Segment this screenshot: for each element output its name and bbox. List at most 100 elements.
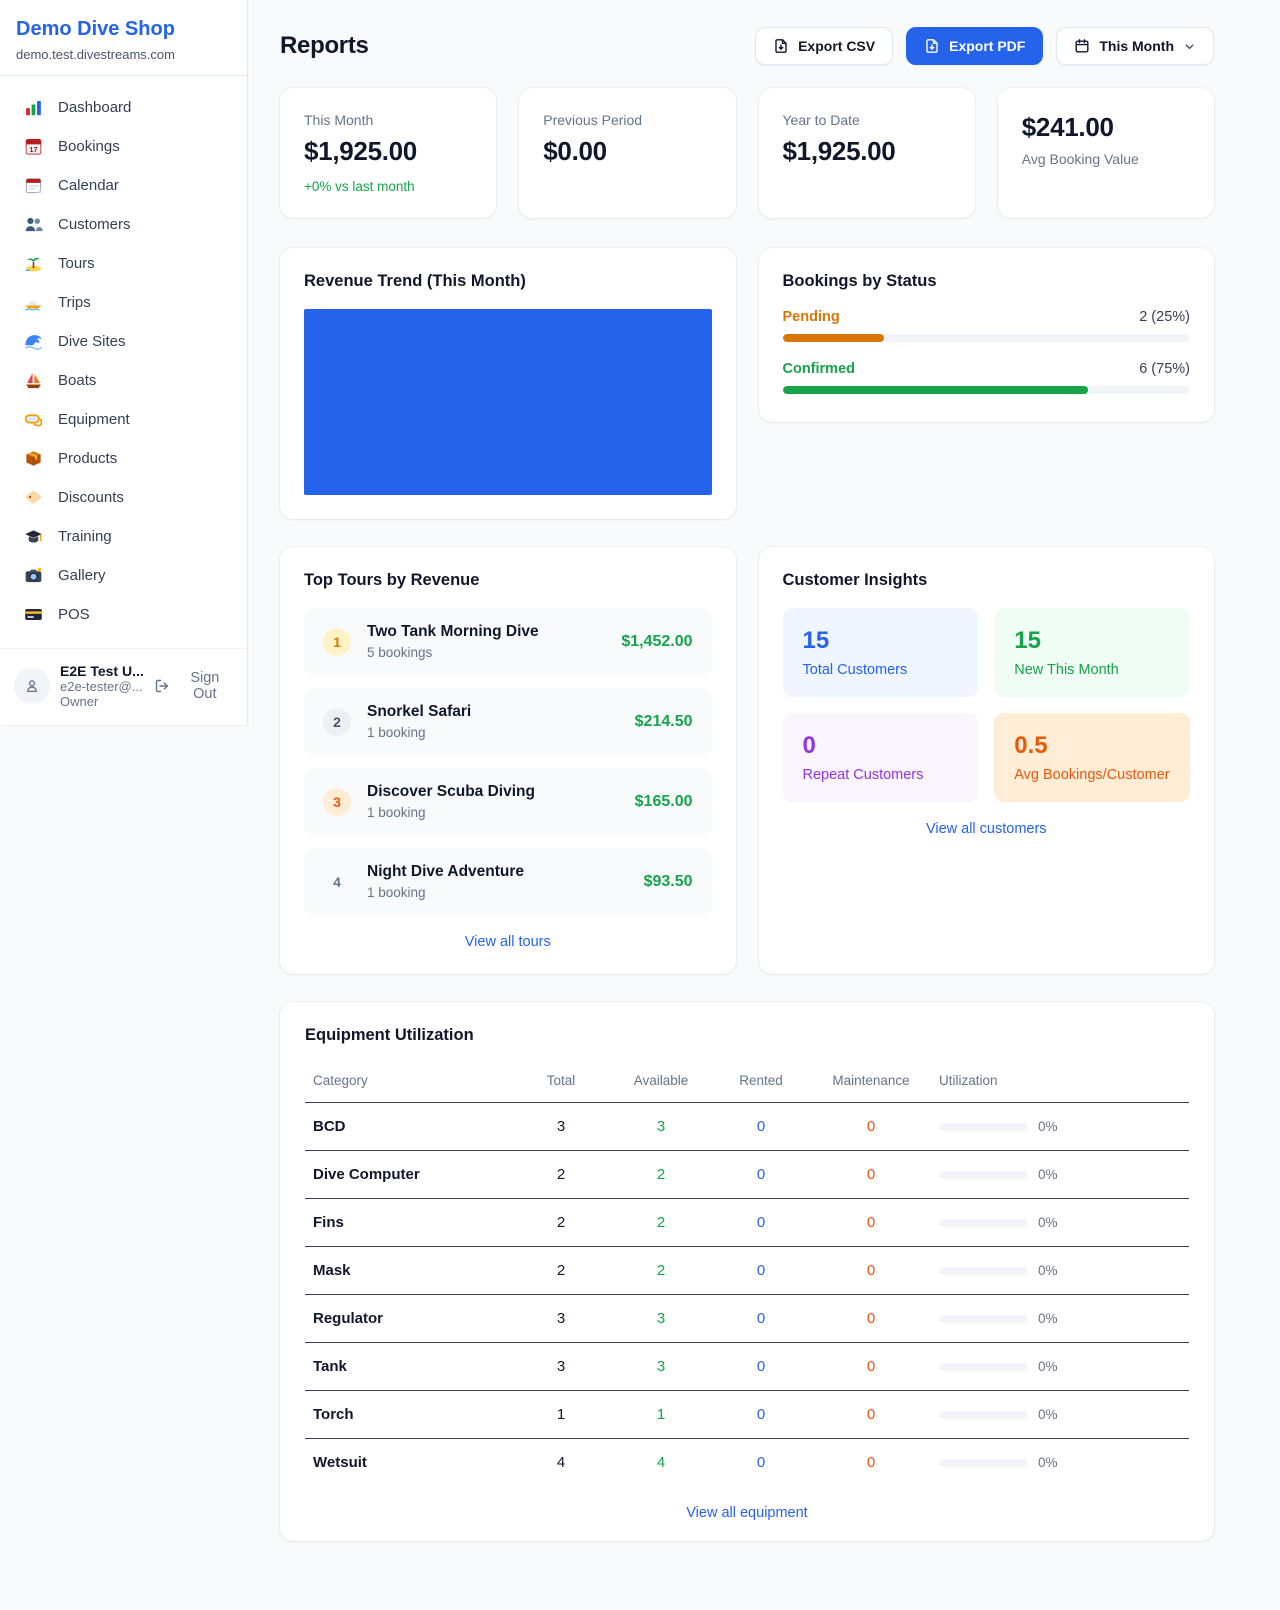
user-email: e2e-tester@... [60,679,143,694]
main-content: Reports Export CSV Export PDF This Month… [248,0,1280,1586]
tour-revenue: $165.00 [634,792,693,810]
tour-bookings: 1 booking [367,725,426,740]
package-icon [24,449,43,468]
insight-value: 15 [1014,627,1041,654]
sign-out-button[interactable]: Sign Out [154,670,233,702]
utilization-percent: 0% [1038,1359,1058,1374]
insight-avg-bookings: 0.5 Avg Bookings/Customer [994,713,1190,802]
equipment-utilization-card: Equipment Utilization Category Total Ava… [280,1002,1214,1541]
cell-available: 2 [611,1150,711,1199]
insight-value: 15 [802,627,830,654]
rank-badge: 1 [323,627,351,656]
bookings-by-status-card: Bookings by Status Pending 2 (25%) Confi… [758,248,1214,422]
insight-repeat-customers: 0 Repeat Customers [782,713,979,802]
cell-total: 2 [511,1150,611,1199]
sidebar-item-customers[interactable]: Customers [10,205,237,244]
user-info: E2E Test U... e2e-tester@... Owner [60,663,144,709]
sidebar-item-products[interactable]: Products [10,439,237,478]
sidebar-item-dashboard[interactable]: Dashboard [10,88,237,127]
tour-name: Snorkel Safari [367,703,472,720]
view-all-equipment-link[interactable]: View all equipment [686,1505,808,1521]
export-csv-button[interactable]: Export CSV [755,27,894,65]
cell-category: Dive Computer [305,1150,511,1199]
charts-row: Revenue Trend (This Month) Bookings by S… [280,248,1214,519]
status-label: Pending [782,309,840,325]
brand: Demo Dive Shop demo.test.divestreams.com [0,0,247,76]
card-title: Equipment Utilization [305,1026,474,1044]
stat-delta: +0% vs last month [304,179,415,194]
cell-available: 1 [611,1390,711,1439]
tour-row: 1 Two Tank Morning Dive 5 bookings $1,452… [304,608,712,675]
file-download-icon [924,38,940,54]
sidebar-item-trips[interactable]: Trips [10,283,237,322]
tour-name: Night Dive Adventure [367,863,525,880]
cell-available: 3 [611,1294,711,1343]
customer-insights-card: Customer Insights 15 Total Customers 15 … [758,547,1214,974]
table-row: Torch 1 1 0 0 0% [305,1390,1189,1439]
cell-rented: 0 [711,1342,811,1391]
brand-domain: demo.test.divestreams.com [16,47,175,62]
cell-maintenance: 0 [811,1342,931,1391]
cell-rented: 0 [711,1294,811,1343]
insight-label: Avg Bookings/Customer [1014,767,1170,783]
insight-value: 0.5 [1014,732,1048,759]
sidebar-item-label: Discounts [58,489,124,506]
utilization-track [939,1122,1027,1131]
rank-badge: 4 [333,873,341,890]
status-row-pending: Pending 2 (25%) [782,309,1190,342]
sidebar-item-label: Products [58,450,118,467]
sidebar-item-boats[interactable]: Boats [10,361,237,400]
sidebar-item-pos[interactable]: POS [10,595,237,634]
cell-available: 3 [611,1342,711,1391]
utilization-track [939,1410,1027,1419]
utilization-percent: 0% [1038,1119,1058,1134]
sidebar-item-calendar[interactable]: Calendar [10,166,237,205]
chevron-down-icon [1183,40,1196,53]
cell-maintenance: 0 [811,1150,931,1199]
period-selector[interactable]: This Month [1056,27,1214,65]
sidebar-item-gallery[interactable]: Gallery [10,556,237,595]
sidebar: Demo Dive Shop demo.test.divestreams.com… [0,0,248,725]
cell-category: Wetsuit [313,1454,367,1471]
file-download-icon [773,38,789,54]
insight-label: New This Month [1014,662,1119,678]
sidebar-item-label: Equipment [58,411,130,428]
card-title: Top Tours by Revenue [304,571,480,589]
cell-category: Tank [305,1342,511,1391]
cell-available: 2 [611,1198,711,1247]
sidebar-item-label: Customers [58,216,131,233]
sidebar-item-tours[interactable]: Tours [10,244,237,283]
export-pdf-button[interactable]: Export PDF [906,27,1044,65]
sidebar-item-bookings[interactable]: 17 Bookings [10,127,237,166]
cell-maintenance: 0 [811,1294,931,1343]
sidebar-item-dive-sites[interactable]: Dive Sites [10,322,237,361]
customers-icon [24,215,43,234]
cell-total: 3 [511,1342,611,1391]
cell-total: 3 [511,1102,611,1151]
sidebar-item-equipment[interactable]: Equipment [10,400,237,439]
cell-maintenance: 0 [866,1454,876,1471]
stat-value: $1,925.00 [782,136,896,166]
export-pdf-label: Export PDF [949,38,1026,54]
utilization-track [939,1458,1027,1467]
cell-rented: 0 [711,1246,811,1295]
cell-category: Regulator [305,1294,511,1343]
cell-available: 2 [611,1246,711,1295]
sidebar-item-training[interactable]: Training [10,517,237,556]
sidebar-item-discounts[interactable]: Discounts [10,478,237,517]
insight-label: Repeat Customers [802,767,924,783]
table-row: Fins 2 2 0 0 0% [305,1198,1189,1247]
sidebar-nav: Dashboard 17 Bookings Calendar Customers … [0,76,247,642]
calendar-icon [1074,38,1090,54]
view-all-tours-link[interactable]: View all tours [464,934,551,950]
calendar-icon [24,176,43,195]
status-row-confirmed: Confirmed 6 (75%) [782,361,1190,394]
view-all-customers-link[interactable]: View all customers [925,821,1047,837]
stat-label: This Month [304,112,374,128]
cell-total: 2 [511,1198,611,1247]
utilization-percent: 0% [1038,1215,1058,1230]
rank-badge: 2 [323,707,351,736]
status-label: Confirmed [782,361,856,377]
utilization-track [939,1266,1027,1275]
cell-rented: 0 [756,1454,766,1471]
